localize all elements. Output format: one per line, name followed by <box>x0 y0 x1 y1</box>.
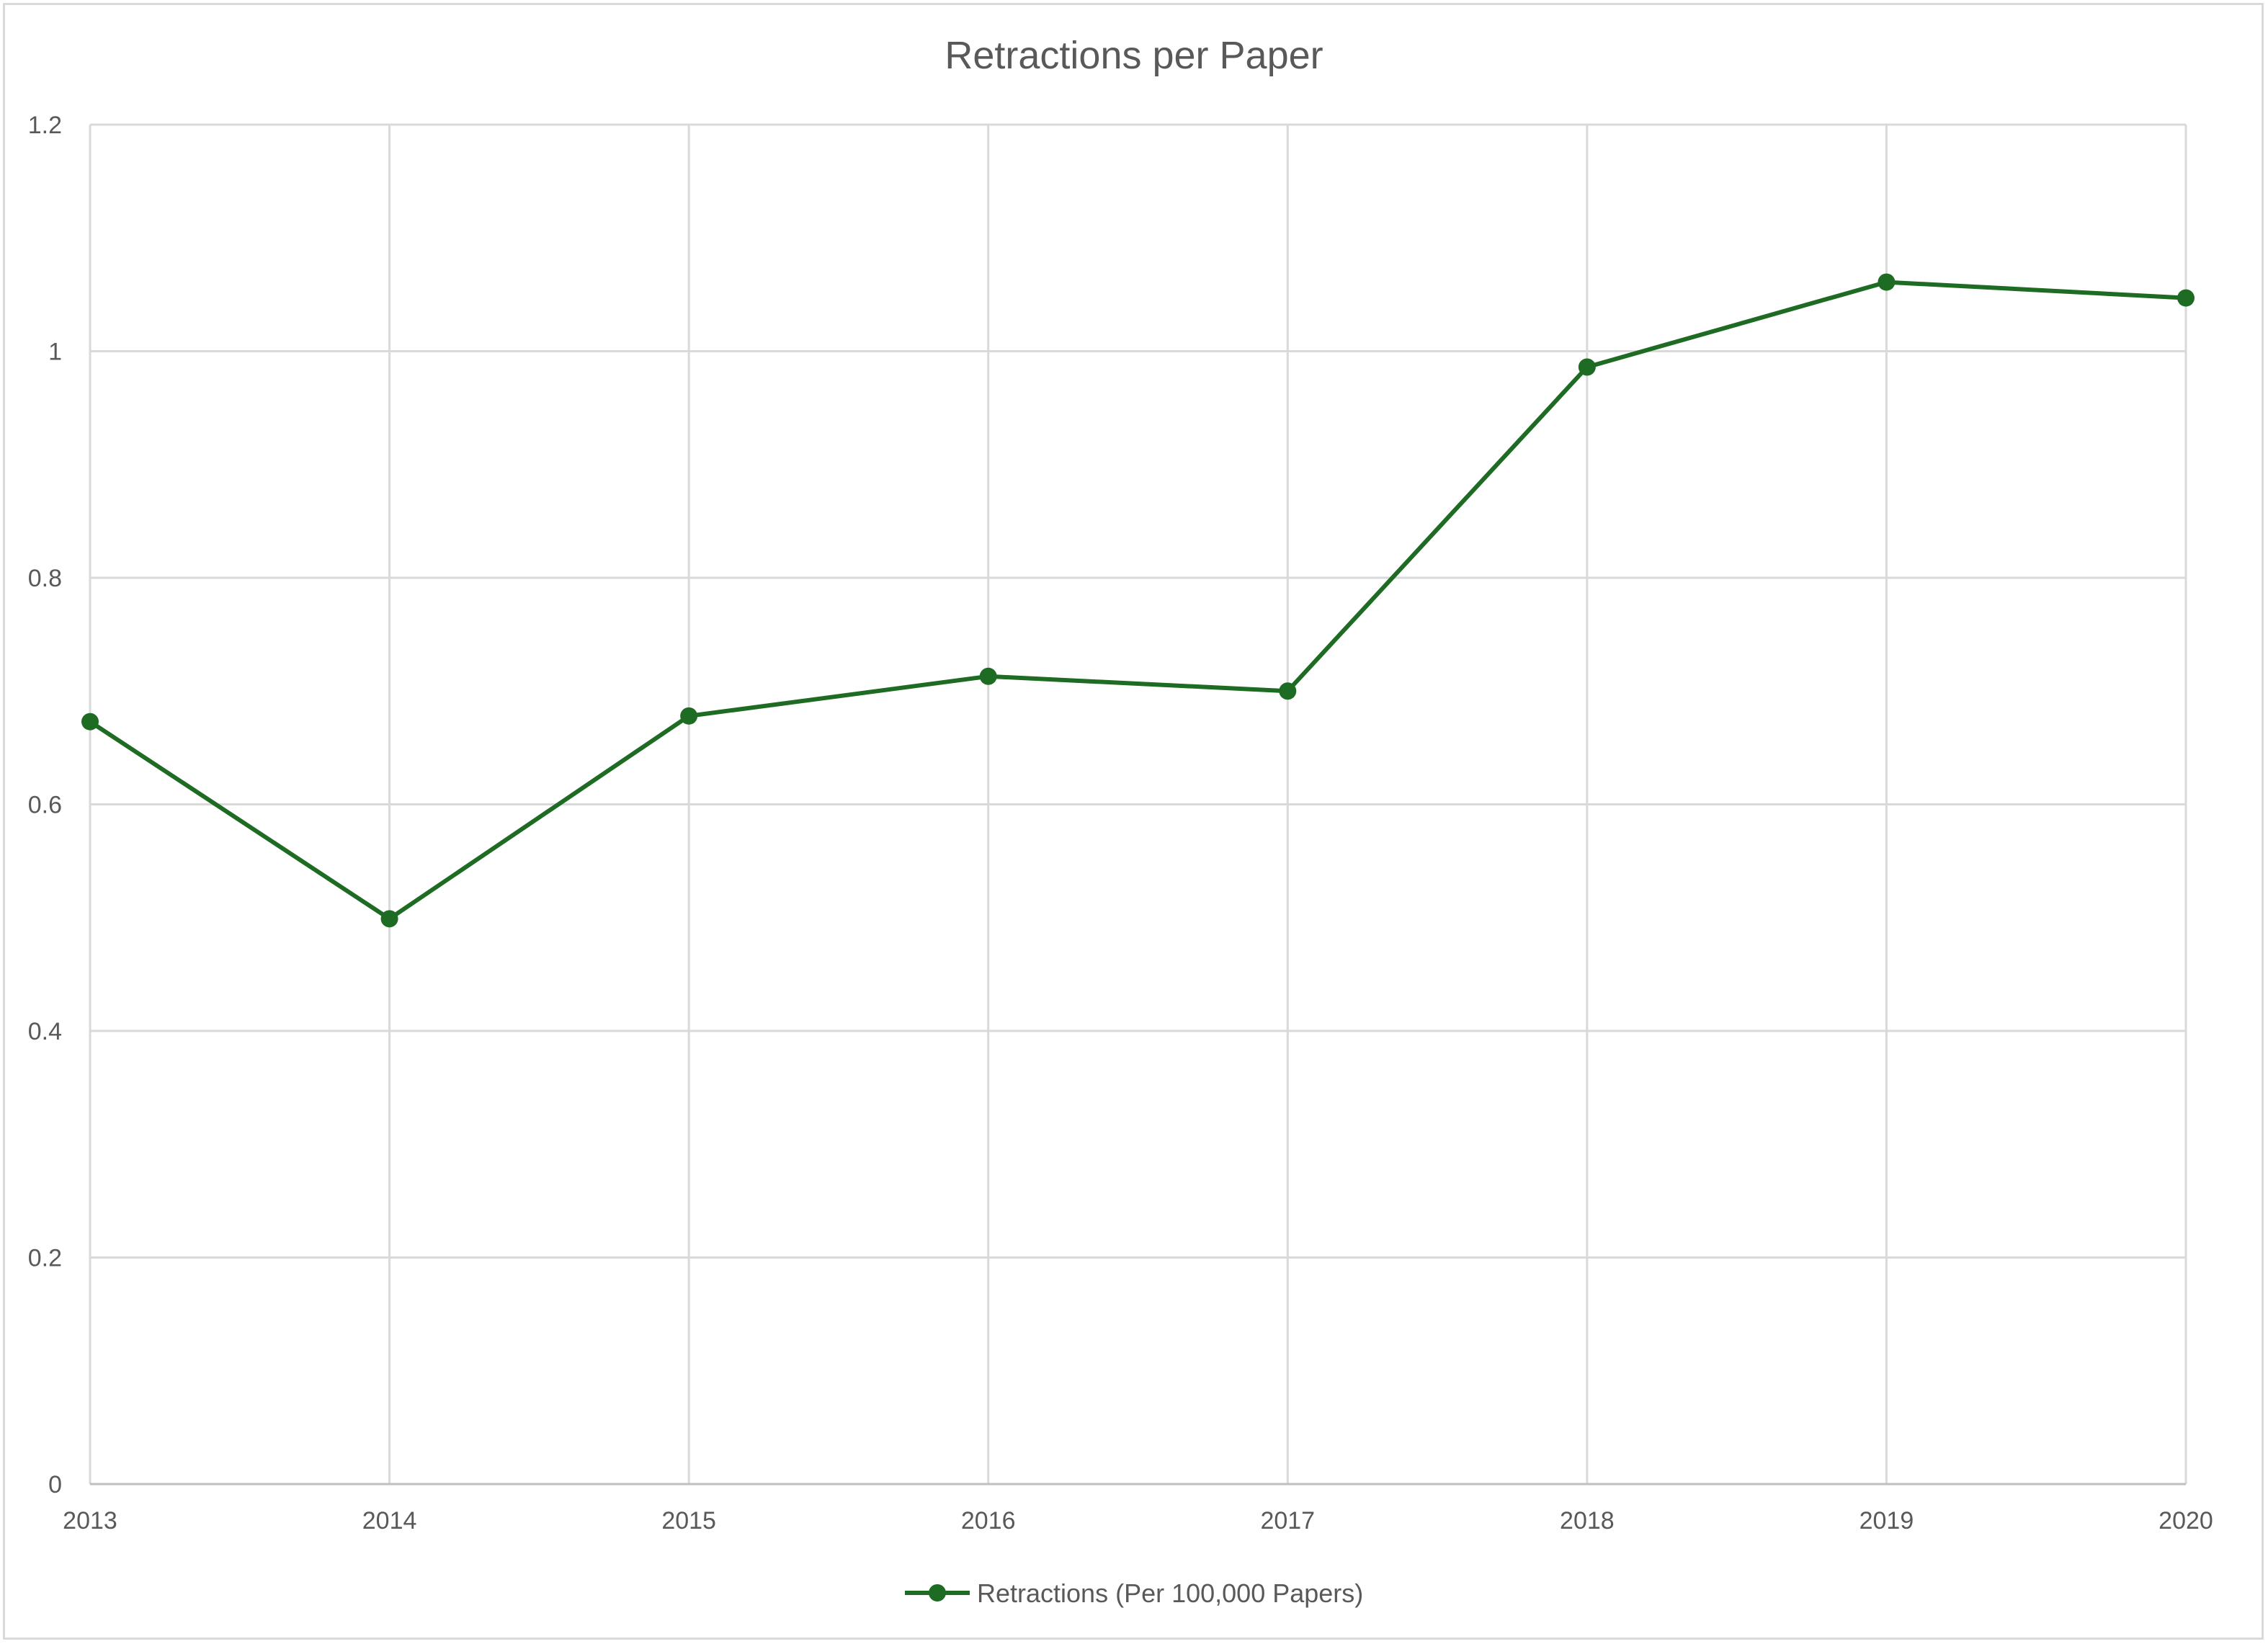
data-point <box>1279 682 1297 700</box>
data-point <box>1578 358 1596 376</box>
x-tick-label: 2015 <box>661 1507 716 1534</box>
legend: Retractions (Per 100,000 Papers) <box>905 1578 1363 1608</box>
series-line <box>89 280 2187 921</box>
gridlines <box>89 123 2187 1484</box>
y-tick-label: 1 <box>48 339 62 366</box>
y-tick-label: 1.2 <box>28 112 62 139</box>
x-tick-label: 2019 <box>1860 1507 1914 1534</box>
y-tick-label: 0.4 <box>28 1018 62 1045</box>
x-tick-label: 2013 <box>63 1507 117 1534</box>
series-layer <box>81 273 2195 928</box>
chart-title: Retractions per Paper <box>945 34 1323 77</box>
data-point <box>1878 273 1896 291</box>
axes: 0 0.2 0.4 0.6 0.8 1 1.2 2013 2014 2015 2016 2017 201… <box>28 112 2213 1534</box>
data-point <box>380 910 398 928</box>
legend-dot-marker <box>929 1584 946 1601</box>
data-point <box>81 712 99 731</box>
y-tick-label: 0.2 <box>28 1245 62 1272</box>
x-tick-label: 2017 <box>1260 1507 1315 1534</box>
data-point <box>680 707 698 725</box>
x-tick-label: 2020 <box>2158 1507 2213 1534</box>
x-tick-label: 2018 <box>1560 1507 1615 1534</box>
y-tick-label: 0.6 <box>28 792 62 819</box>
data-point <box>979 667 997 685</box>
x-tick-label: 2016 <box>961 1507 1016 1534</box>
x-tick-label: 2014 <box>362 1507 417 1534</box>
y-tick-label: 0 <box>48 1471 62 1498</box>
legend-label: Retractions (Per 100,000 Papers) <box>977 1578 1363 1608</box>
y-tick-label: 0.8 <box>28 565 62 592</box>
data-point <box>2177 289 2195 307</box>
